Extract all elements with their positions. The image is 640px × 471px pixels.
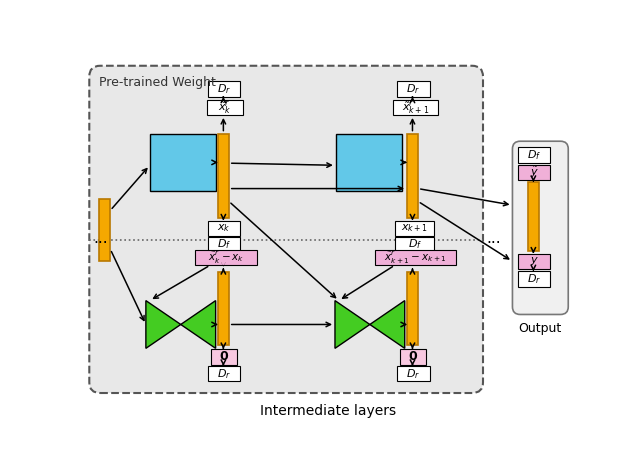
Bar: [208, 220, 241, 236]
Bar: [336, 133, 402, 191]
Text: $\tilde{y}$: $\tilde{y}$: [530, 165, 539, 180]
Text: $D_f$: $D_f$: [408, 237, 422, 252]
Bar: [400, 349, 426, 365]
Text: $\tilde{x}_k^r$: $\tilde{x}_k^r$: [218, 99, 232, 115]
Text: $D_f$: $D_f$: [527, 148, 541, 162]
Bar: [518, 147, 550, 163]
Bar: [396, 220, 434, 236]
FancyBboxPatch shape: [513, 141, 568, 315]
Text: $D_r$: $D_r$: [406, 82, 420, 96]
Bar: [518, 165, 550, 180]
Text: ...: ...: [487, 231, 502, 246]
Bar: [208, 366, 241, 382]
Text: $D_r$: $D_r$: [406, 367, 420, 381]
Bar: [528, 182, 539, 252]
Bar: [150, 133, 216, 191]
Bar: [195, 250, 257, 265]
Text: $\mathbf{0}$: $\mathbf{0}$: [408, 350, 419, 363]
Text: Intermediate layers: Intermediate layers: [260, 404, 396, 418]
Bar: [518, 271, 550, 287]
Text: $\tilde{x}_{k+1}^r$: $\tilde{x}_{k+1}^r$: [402, 99, 429, 115]
Text: $x_{k+1}$: $x_{k+1}$: [401, 222, 428, 234]
Text: $D_r$: $D_r$: [527, 272, 541, 286]
Polygon shape: [146, 300, 180, 349]
Bar: [397, 366, 429, 382]
Text: $\tilde{x}_k^r - x_k$: $\tilde{x}_k^r - x_k$: [207, 250, 244, 266]
Bar: [208, 237, 241, 252]
FancyBboxPatch shape: [90, 66, 483, 393]
Bar: [393, 100, 438, 115]
Bar: [407, 272, 418, 345]
Bar: [218, 272, 229, 345]
Polygon shape: [370, 300, 404, 349]
Text: Output: Output: [519, 322, 562, 335]
Bar: [208, 81, 241, 97]
Text: $y$: $y$: [530, 255, 539, 268]
Bar: [407, 133, 418, 218]
Text: Pre-trained Weight: Pre-trained Weight: [99, 76, 216, 89]
Text: $x_k$: $x_k$: [218, 222, 231, 234]
Polygon shape: [335, 300, 370, 349]
Text: $\mathbf{0}$: $\mathbf{0}$: [219, 350, 229, 363]
Text: $\tilde{x}_{k+1}^r - x_{k+1}$: $\tilde{x}_{k+1}^r - x_{k+1}$: [384, 250, 447, 266]
Bar: [211, 349, 237, 365]
Bar: [99, 199, 110, 260]
Bar: [396, 237, 434, 252]
Text: ...: ...: [93, 231, 108, 246]
Bar: [397, 81, 429, 97]
Bar: [207, 100, 243, 115]
Bar: [518, 254, 550, 269]
Text: $D_f$: $D_f$: [217, 237, 231, 252]
Text: $D_r$: $D_r$: [217, 367, 231, 381]
Bar: [218, 133, 229, 218]
Bar: [374, 250, 456, 265]
Polygon shape: [180, 300, 216, 349]
Text: $D_r$: $D_r$: [217, 82, 231, 96]
